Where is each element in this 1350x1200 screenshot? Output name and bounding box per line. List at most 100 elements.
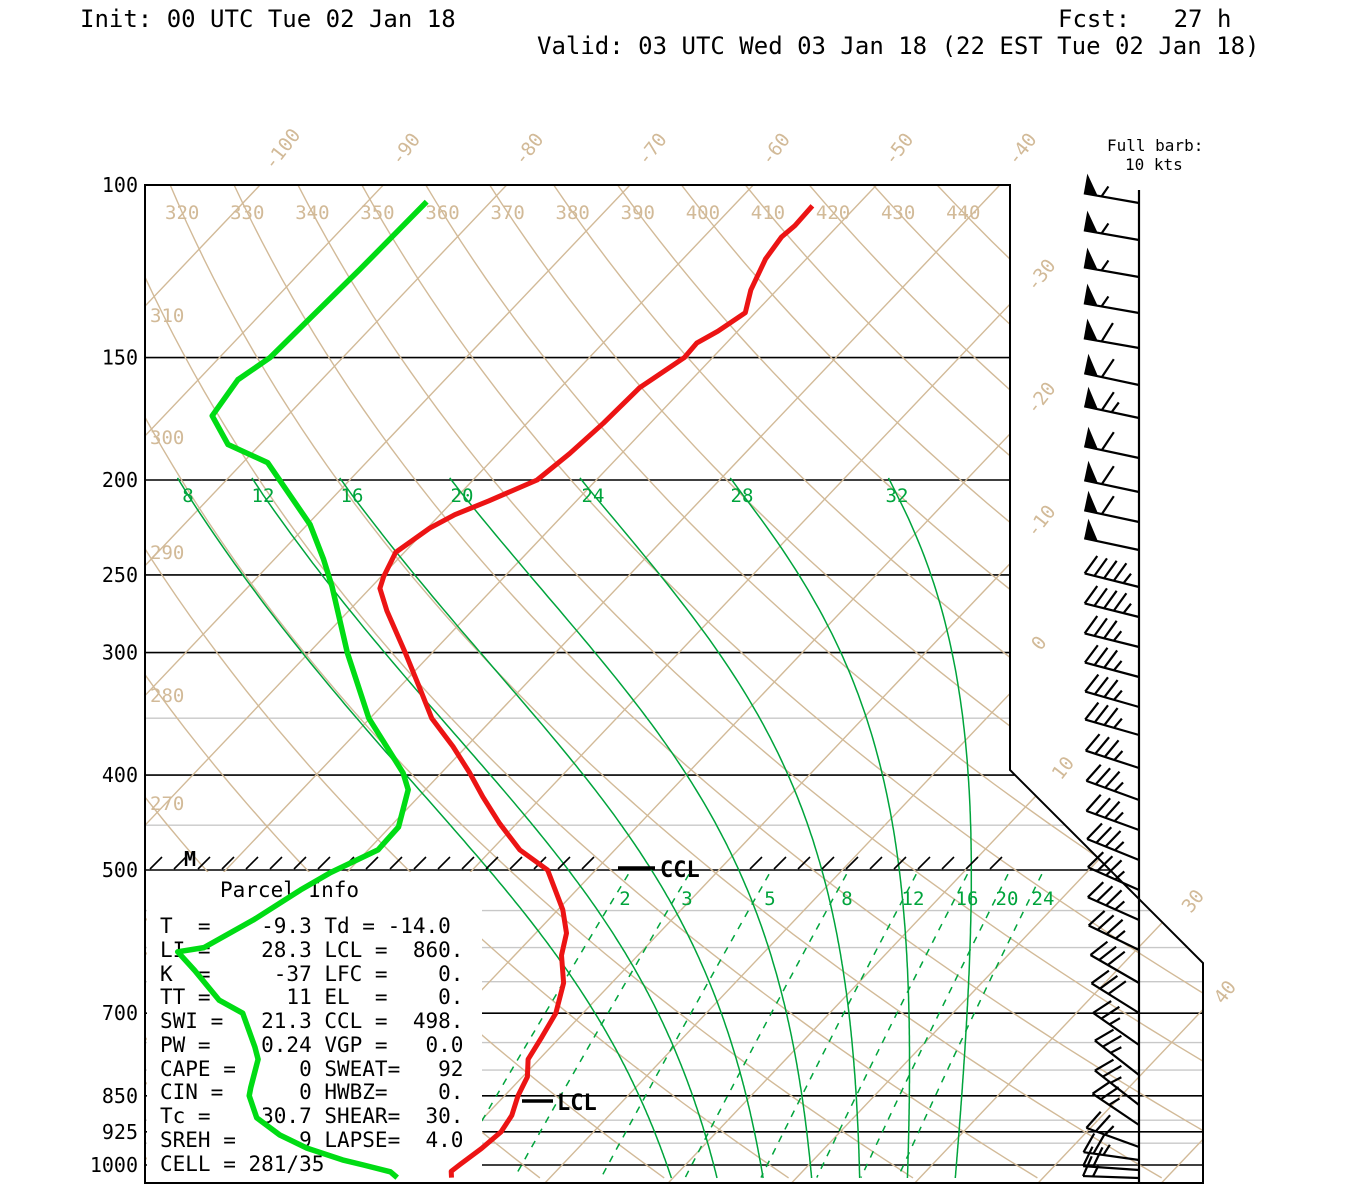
wind-barb xyxy=(1083,585,1140,619)
wind-barb xyxy=(1083,460,1140,494)
moist-adiabat-line xyxy=(176,477,673,1179)
wind-barb xyxy=(1083,283,1140,315)
parcel-info: Parcel Info T = -9.3 Td = -14.0 LI = 28.… xyxy=(160,878,463,1176)
parcel-line: PW = 0.24 VGP = 0.0 xyxy=(160,1033,463,1057)
theta-top-label: 360 xyxy=(425,202,459,224)
wind-barb xyxy=(1083,318,1140,350)
wind-barb xyxy=(1084,701,1140,737)
moist-adiabat-line xyxy=(339,477,764,1179)
wind-barb xyxy=(1084,673,1140,709)
isotherm-side-label: -10 xyxy=(1022,501,1060,542)
pressure-label: 700 xyxy=(102,1001,138,1025)
temperature-trace xyxy=(377,204,815,1178)
isotherm-line xyxy=(145,185,631,1183)
pressure-label: 925 xyxy=(102,1120,138,1144)
theta-top-label: 410 xyxy=(751,202,785,224)
wind-barb xyxy=(1090,969,1140,1014)
wind-barb xyxy=(1083,518,1140,552)
theta-top-label: 430 xyxy=(881,202,915,224)
pressure-label: 150 xyxy=(102,346,138,370)
wind-barb xyxy=(1087,851,1140,892)
isotherm-line xyxy=(544,185,1203,1183)
moist-adiabat-label: 32 xyxy=(886,485,909,507)
theta-left-label: 310 xyxy=(150,305,184,327)
max-wind-marker: M xyxy=(184,847,196,871)
hatch-tick xyxy=(965,856,979,870)
isotherm-line xyxy=(145,185,754,1183)
hatch-tick xyxy=(845,856,859,870)
pressure-label: 1000 xyxy=(90,1153,138,1177)
moist-adiabat-label: 8 xyxy=(182,485,193,507)
hatch-tick xyxy=(509,856,523,870)
mixing-ratio-label: 5 xyxy=(764,888,775,910)
dry-adiabat-line xyxy=(169,185,1163,1179)
theta-top-label: 400 xyxy=(686,202,720,224)
wind-barb xyxy=(1085,1111,1140,1149)
parcel-line: CELL = 281/35 xyxy=(160,1152,324,1176)
isotherm-line xyxy=(791,185,1203,1183)
dry-adiabat-line xyxy=(744,185,1203,1179)
parcel-line: CIN = 0 HWBZ= 0. xyxy=(160,1080,463,1104)
wind-barb xyxy=(1094,1028,1140,1076)
wind-barb xyxy=(1084,733,1140,770)
theta-top-label: 440 xyxy=(946,202,980,224)
theta-top-label: 330 xyxy=(230,202,264,224)
hatch-tick xyxy=(749,856,763,870)
isotherm-side-label: 40 xyxy=(1210,977,1241,1009)
barb-legend-units: 10 kts xyxy=(1125,155,1183,174)
theta-left-label: 280 xyxy=(150,685,184,707)
isotherm-top-label: -70 xyxy=(633,129,671,170)
theta-top-label: 390 xyxy=(621,202,655,224)
moist-adiabat-line xyxy=(887,477,973,1179)
wind-barb xyxy=(1083,426,1140,460)
plot-border xyxy=(144,184,1204,1184)
isotherm-line xyxy=(1160,185,1203,1183)
mixing-ratio-label: 2 xyxy=(619,888,630,910)
dry-adiabat-line xyxy=(233,185,1203,1179)
hatch-tick xyxy=(221,856,235,870)
svg-text:10: 10 xyxy=(1048,753,1079,785)
svg-text:40: 40 xyxy=(1210,977,1241,1009)
init-time-label: Init: 00 UTC Tue 02 Jan 18 xyxy=(80,5,456,33)
dry-adiabat-line xyxy=(145,185,914,1179)
mixing-ratio-label: 3 xyxy=(681,888,692,910)
hatch-tick xyxy=(461,856,475,870)
hatch-tick xyxy=(869,856,883,870)
parcel-line: TT = 11 EL = 0. xyxy=(160,985,463,1009)
moist-adiabat-label: 20 xyxy=(451,485,474,507)
moist-adiabat-line xyxy=(729,477,911,1179)
hatch-tick xyxy=(485,856,499,870)
isotherm-top-label: -80 xyxy=(510,129,548,170)
hatch-tick xyxy=(893,856,907,870)
wind-barb xyxy=(1083,247,1140,279)
hatch-tick xyxy=(581,856,595,870)
hatch-tick xyxy=(365,856,379,870)
dry-adiabat-line xyxy=(872,185,1203,1179)
parcel-line: CAPE = 0 SWEAT= 92 xyxy=(160,1057,463,1081)
moist-adiabat-label: 12 xyxy=(252,485,275,507)
pressure-label: 300 xyxy=(102,641,138,665)
hatch-tick xyxy=(269,856,283,870)
wind-barb xyxy=(1082,1155,1140,1180)
isotherm-top-label: -60 xyxy=(756,129,794,170)
mixing-ratio-label: 24 xyxy=(1032,888,1055,910)
hatch-tick xyxy=(197,856,211,870)
hatch-tick xyxy=(797,856,811,870)
theta-left-label: 300 xyxy=(150,427,184,449)
moist-adiabat-label: 16 xyxy=(341,485,364,507)
moist-adiabat-line xyxy=(449,477,813,1179)
parcel-line: Tc = 30.7 SHEAR= 30. xyxy=(160,1104,463,1128)
pressure-label: 500 xyxy=(102,858,138,882)
mixing-ratio-line xyxy=(760,873,917,1178)
mixing-ratio-label: 8 xyxy=(841,888,852,910)
dry-adiabat-line xyxy=(489,185,1203,1179)
hatch-tick xyxy=(173,856,187,870)
isotherm-top-label: -50 xyxy=(880,129,918,170)
svg-text:-100: -100 xyxy=(260,125,306,175)
theta-top-label: 340 xyxy=(295,202,329,224)
isotherm-line xyxy=(0,185,137,1183)
dry-adiabat-line xyxy=(297,185,1203,1179)
dry-adiabat-line xyxy=(145,185,168,1179)
mixing-ratio-label: 12 xyxy=(902,888,925,910)
isotherm-line xyxy=(1037,185,1203,1183)
